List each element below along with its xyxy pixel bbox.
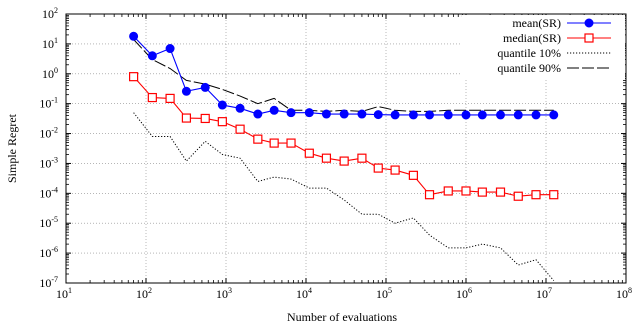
median-sr-point <box>269 138 279 148</box>
median-sr-point <box>461 186 471 196</box>
legend-label-median-sr: median(SR) <box>503 31 561 45</box>
median-sr-point <box>165 93 175 104</box>
x-tick-label: 101 <box>56 286 72 301</box>
median-sr-point <box>408 170 418 180</box>
median-sr-point <box>304 148 314 158</box>
y-tick-label: 10-3 <box>39 155 58 170</box>
y-tick-label: 10-6 <box>39 245 58 260</box>
x-tick-label: 105 <box>376 286 392 301</box>
y-tick-label: 10-1 <box>39 96 58 111</box>
median-sr-point <box>373 163 383 173</box>
series-median-sr <box>129 72 559 201</box>
legend-mean-sr-point <box>584 18 594 28</box>
mean-sr-point <box>235 103 245 113</box>
x-tick-label: 102 <box>136 286 152 301</box>
plot-frame <box>65 13 627 284</box>
median-sr-point <box>531 190 541 200</box>
y-tick-label: 10-2 <box>39 126 58 141</box>
median-sr-point <box>339 156 349 166</box>
mean-sr-point <box>217 100 227 110</box>
median-sr-point <box>147 92 157 103</box>
median-sr-point <box>181 113 192 123</box>
legend-label-quantile-10: quantile 10% <box>497 46 561 60</box>
median-sr-point <box>513 191 523 201</box>
median-sr-point <box>443 186 453 196</box>
y-tick-label: 10-5 <box>39 215 58 230</box>
mean-sr-point <box>200 82 210 92</box>
mean-sr-point <box>390 110 400 120</box>
mean-sr-point <box>304 108 314 118</box>
mean-sr-point <box>181 86 191 96</box>
mean-sr-point <box>286 108 296 118</box>
median-sr-point <box>235 124 245 134</box>
median-sr-point <box>321 153 332 163</box>
mean-sr-point <box>461 110 471 120</box>
mean-sr-point <box>321 109 331 119</box>
x-tick-label: 104 <box>296 286 312 301</box>
mean-sr-point <box>408 110 418 120</box>
mean-sr-point <box>165 44 175 54</box>
x-tick-label: 107 <box>536 286 552 301</box>
median-sr-point <box>129 72 139 82</box>
x-tick-label: 106 <box>456 286 472 301</box>
series-layer <box>129 31 559 281</box>
median-sr-point <box>253 134 263 144</box>
y-tick-label: 100 <box>42 66 58 81</box>
mean-sr-point <box>496 110 506 120</box>
median-sr-point <box>477 187 487 197</box>
legend: mean(SR)median(SR)quantile 10%quantile 9… <box>462 15 625 79</box>
legend-label-quantile-90: quantile 90% <box>497 61 561 75</box>
mean-sr-point <box>129 31 139 41</box>
mean-sr-point <box>357 109 367 119</box>
median-sr-point <box>424 190 435 200</box>
mean-sr-point <box>513 110 523 120</box>
mean-sr-point <box>339 109 349 119</box>
x-tick-label: 103 <box>216 286 232 301</box>
median-sr-point <box>200 113 210 124</box>
mean-sr-point <box>549 110 559 120</box>
y-axis-title: Simple Regret <box>5 113 19 183</box>
y-tick-label: 10-4 <box>39 185 58 200</box>
mean-sr-point <box>373 110 383 120</box>
series-quantile-10 <box>133 112 555 281</box>
median-sr-point <box>286 138 296 148</box>
x-tick-label: 108 <box>616 286 632 301</box>
median-sr-point <box>357 153 367 163</box>
legend-label-mean-sr: mean(SR) <box>512 16 561 30</box>
median-sr-point <box>549 190 559 200</box>
mean-sr-point <box>147 51 157 61</box>
quantile-10-line <box>133 112 555 281</box>
mean-sr-point <box>425 110 435 120</box>
series-mean-sr <box>129 31 559 120</box>
mean-sr-point <box>531 110 541 120</box>
y-tick-label: 102 <box>42 6 58 21</box>
x-axis-title: Number of evaluations <box>287 310 397 324</box>
legend-median-sr-point <box>584 33 594 43</box>
y-tick-label: 10-7 <box>39 275 58 290</box>
y-tick-label: 101 <box>42 36 58 51</box>
median-sr-point <box>390 165 400 175</box>
mean-sr-point <box>443 110 453 120</box>
median-sr-point <box>495 187 506 197</box>
median-sr-line <box>133 76 554 197</box>
mean-sr-point <box>269 105 279 115</box>
mean-sr-point <box>253 109 263 119</box>
median-sr-point <box>217 117 227 127</box>
axis-ticks: 101 102 103 104 105 106 107 108 10-7 10-6 10-5 10-4… <box>39 6 632 301</box>
mean-sr-point <box>477 110 487 120</box>
